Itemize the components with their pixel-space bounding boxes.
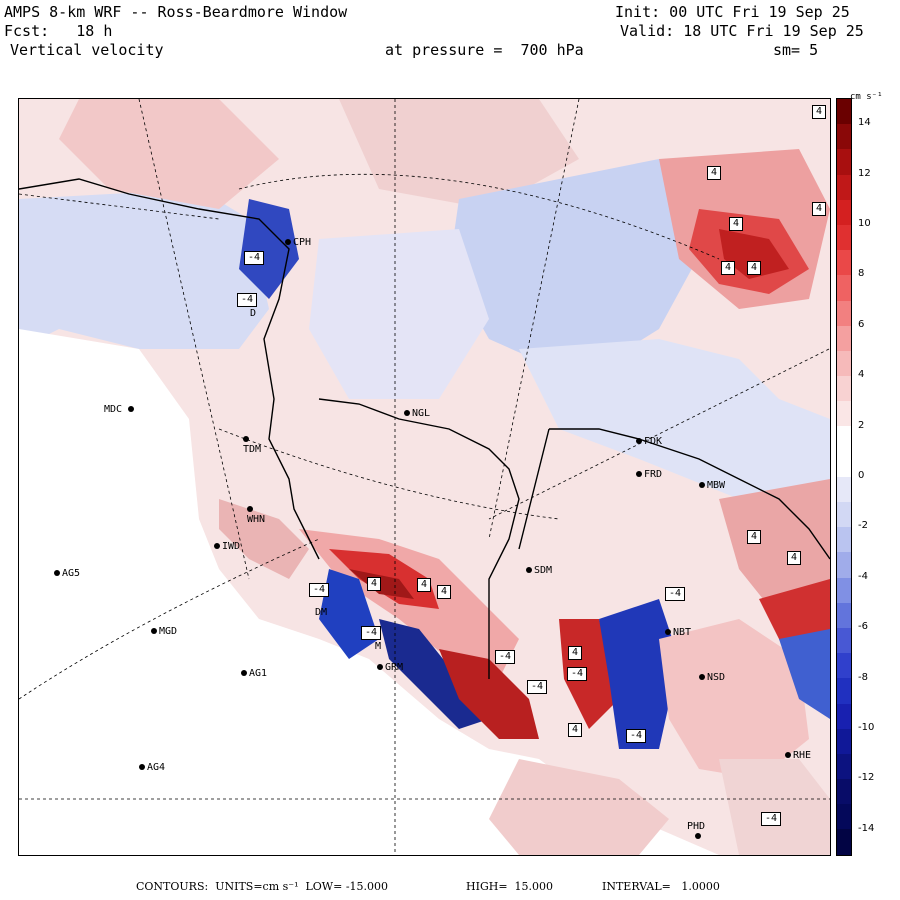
blue-region [309, 229, 489, 399]
red-region [719, 759, 830, 855]
blue-region [599, 599, 679, 749]
no-data-region [19, 329, 719, 855]
footer-high: HIGH= 15.000 [466, 880, 554, 893]
station-m: M [375, 641, 382, 652]
contour-label: -4 [761, 812, 781, 826]
red-region [659, 619, 809, 779]
blue-region [519, 339, 830, 519]
contour-label: -4 [495, 650, 515, 664]
station-d: D [250, 308, 257, 319]
colorbar-tick: -2 [858, 520, 868, 532]
colorbar-tick: -4 [858, 570, 868, 582]
station-ngl: NGL [404, 409, 430, 419]
red-region [339, 99, 579, 209]
station-sdm: SDM [526, 566, 552, 576]
contour-label: 4 [437, 585, 451, 599]
footer-interval: INTERVAL= 1.0000 [602, 880, 720, 893]
station-iwd: IWD [214, 542, 240, 552]
station-mgd: MGD [151, 627, 177, 637]
contour-label: 4 [812, 202, 826, 216]
contour-label: 4 [747, 530, 761, 544]
forecast-hour: Fcst: 18 h [4, 22, 113, 40]
contour-label: -4 [665, 587, 685, 601]
colorbar-tick: 14 [858, 117, 871, 129]
colorbar-tick: -10 [858, 722, 875, 733]
station-rhe: RHE [785, 751, 811, 761]
contour-label: 4 [367, 577, 381, 591]
station-nbt: NBT [665, 628, 691, 638]
red-region [439, 649, 539, 739]
colorbar-tick: -14 [858, 822, 875, 834]
red-region [59, 99, 279, 209]
station-fdk: FDK [636, 437, 662, 447]
colorbar [836, 98, 852, 856]
contour-label: -4 [567, 667, 587, 681]
red-region [719, 229, 789, 279]
field-name: Vertical velocity [10, 41, 164, 59]
colorbar-tick: 6 [858, 318, 865, 330]
station-ag5: AG5 [54, 569, 80, 579]
station-ag1: AG1 [241, 669, 267, 679]
vertical-velocity-field [19, 99, 830, 855]
contour-label: -4 [309, 583, 329, 597]
colorbar-tick: 2 [858, 419, 865, 431]
blue-region [19, 189, 269, 349]
red-region [219, 499, 309, 579]
contour-label: 4 [721, 261, 735, 275]
model-title: AMPS 8-km WRF -- Ross-Beardmore Window [4, 3, 348, 21]
init-time: Init: 00 UTC Fri 19 Sep 25 [615, 3, 850, 21]
colorbar-tick: 12 [858, 167, 871, 179]
contour-label: 4 [568, 646, 582, 660]
station-mdc: MDC [104, 405, 136, 415]
contour-label: 4 [729, 217, 743, 231]
station-cph: CPH [285, 238, 311, 248]
coastline [19, 178, 830, 679]
contour-label: -4 [361, 626, 381, 640]
colorbar-tick: 0 [858, 470, 865, 481]
smoothing: sm= 5 [773, 41, 819, 59]
blue-region [449, 159, 719, 379]
station-nsd: NSD [699, 673, 725, 683]
station-ag4: AG4 [139, 763, 165, 773]
colorbar-tick: -8 [858, 671, 868, 683]
contour-label: -4 [626, 729, 646, 743]
colorbar-tick: -12 [858, 772, 875, 784]
station-mbw: MBW [699, 481, 725, 491]
contour-label: 4 [417, 578, 431, 592]
contour-label: 4 [568, 723, 582, 737]
station-frd: FRD [636, 470, 662, 480]
station-phd: PHD [687, 822, 705, 842]
contour-label: -4 [244, 251, 264, 265]
contour-label: -4 [237, 293, 257, 307]
colorbar-tick: 4 [858, 369, 865, 381]
blue-region [779, 629, 830, 719]
station-whn: WHN [247, 505, 265, 525]
valid-time: Valid: 18 UTC Fri 19 Sep 25 [620, 22, 864, 40]
red-region [719, 479, 830, 619]
footer-contours: CONTOURS: UNITS=cm s⁻¹ LOW= -15.000 [136, 880, 389, 893]
red-region [489, 759, 669, 855]
contour-label: 4 [787, 551, 801, 565]
red-region [349, 569, 414, 599]
contour-label: 4 [747, 261, 761, 275]
colorbar-tick: 8 [858, 268, 865, 280]
colorbar-unit: cm s⁻¹ [850, 92, 883, 102]
contour-label: 4 [812, 105, 826, 119]
colorbar-tick: -6 [858, 621, 868, 633]
graticule [19, 99, 830, 855]
station-tdm: TDM [243, 435, 261, 455]
station-dm: DM [315, 607, 328, 618]
map-panel: CPH MDC NGL TDM WHN IWD AG5 MGD AG1 AG4 … [18, 98, 831, 856]
colorbar-tick: 10 [858, 218, 871, 229]
contour-label: -4 [527, 680, 547, 694]
station-grm: GRM [377, 663, 403, 673]
contour-label: 4 [707, 166, 721, 180]
pressure-level: at pressure = 700 hPa [385, 41, 584, 59]
